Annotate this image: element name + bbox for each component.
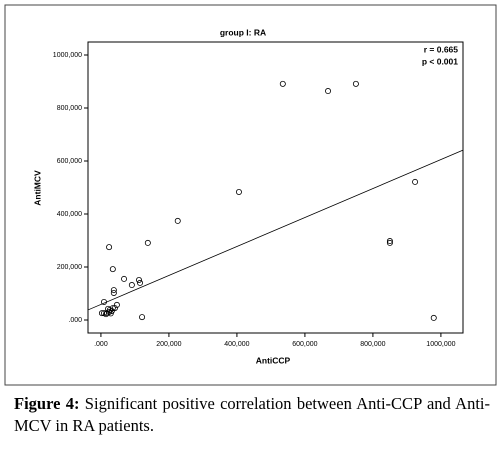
- point: [139, 314, 146, 321]
- y-tick-label: 1000,000: [53, 52, 82, 59]
- point: [386, 238, 393, 245]
- point: [109, 266, 116, 273]
- point: [100, 298, 107, 305]
- y-tick-label: 800,000: [57, 105, 82, 112]
- point: [113, 301, 120, 308]
- x-tick-label: 600,000: [292, 341, 317, 348]
- point: [135, 276, 142, 283]
- point: [128, 282, 135, 289]
- point: [107, 310, 114, 317]
- point: [110, 287, 117, 294]
- caption-text: Significant positive correlation between…: [14, 394, 490, 435]
- point: [144, 239, 151, 246]
- point: [386, 239, 393, 246]
- point: [279, 80, 286, 87]
- chart-title: group I: RA: [220, 27, 266, 37]
- point: [352, 80, 359, 87]
- figure-border: [4, 4, 497, 386]
- x-tick-label: 400,000: [224, 341, 249, 348]
- chart: group I: RA AntiCCP AntiMCV r = 0.665 p …: [4, 4, 497, 386]
- point: [110, 289, 117, 296]
- point: [412, 178, 419, 185]
- y-tick-label: 200,000: [57, 264, 82, 271]
- y-tick-label: 400,000: [57, 211, 82, 218]
- y-tick-label: .000: [68, 317, 82, 324]
- trend-line: [87, 149, 464, 311]
- point: [430, 314, 437, 321]
- y-axis-label: AntiMCV: [32, 170, 42, 206]
- point: [325, 88, 332, 95]
- plot-frame: [87, 41, 464, 334]
- point: [235, 189, 242, 196]
- x-tick-label: 1000,000: [426, 341, 455, 348]
- caption: Figure 4: Significant positive correlati…: [14, 393, 490, 437]
- x-tick-label: 200,000: [156, 341, 181, 348]
- point: [105, 305, 112, 312]
- annotation: r = 0.665: [424, 44, 459, 54]
- point: [137, 279, 144, 286]
- annotation: p < 0.001: [422, 56, 458, 66]
- point: [121, 275, 128, 282]
- caption-label: Figure 4:: [14, 394, 80, 413]
- point: [174, 217, 181, 224]
- x-tick-label: 800,000: [360, 341, 385, 348]
- x-axis-label: AntiCCP: [256, 355, 291, 365]
- y-tick-label: 600,000: [57, 158, 82, 165]
- x-tick-label: .000: [94, 341, 108, 348]
- point: [106, 244, 113, 251]
